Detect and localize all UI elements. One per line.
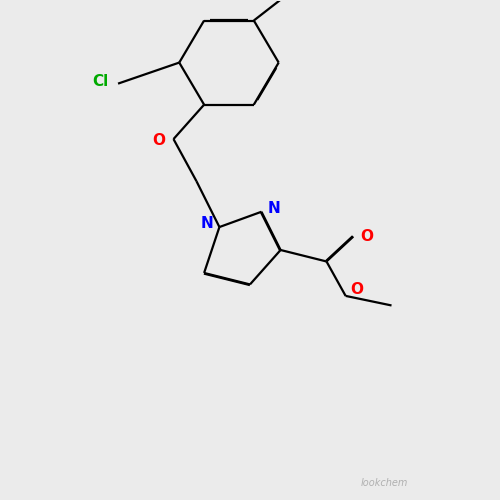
Text: N: N bbox=[268, 201, 280, 216]
Text: O: O bbox=[360, 229, 373, 244]
Text: O: O bbox=[152, 134, 166, 148]
Text: O: O bbox=[350, 282, 364, 296]
Text: lookchem: lookchem bbox=[360, 478, 408, 488]
Text: N: N bbox=[201, 216, 213, 232]
Text: Cl: Cl bbox=[92, 74, 109, 89]
